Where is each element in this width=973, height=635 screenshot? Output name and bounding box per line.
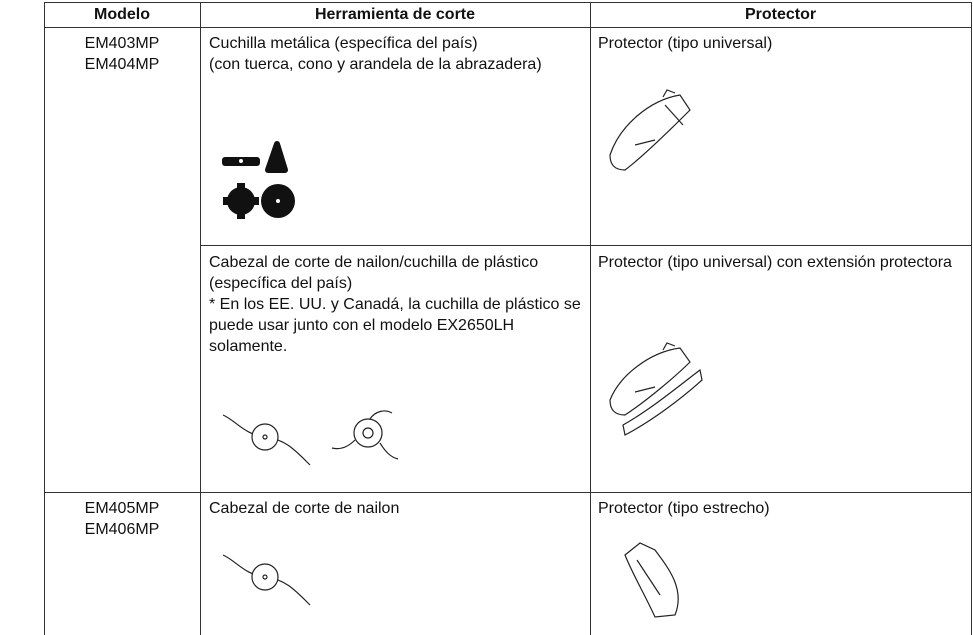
metal-blades-icon [222,141,295,219]
model-cell: EM405MP EM406MP [44,498,200,540]
rule [971,2,972,635]
model: EM405MP [84,500,160,517]
tool-text: Cabezal de corte de nailon/cuchilla de p… [209,254,539,292]
tool-text: * En los EE. UU. y Canadá, la cuchilla d… [209,296,581,355]
tool-text: Cuchilla metálica (específica del país) [209,35,478,52]
rule [44,2,45,635]
tool-cell: Cuchilla metálica (específica del país) … [209,33,583,75]
rule [200,2,201,635]
header: Protector [744,6,817,23]
tool-cell: Cabezal de corte de nailon [209,498,583,519]
rule [44,492,972,493]
tool-cell: Cabezal de corte de nailon/cuchilla de p… [209,252,583,357]
protector-extension-icon [609,342,703,436]
model-cell: EM403MP EM404MP [44,33,200,75]
narrow-protector-icon [624,542,679,618]
rule [44,27,972,28]
model: EM406MP [84,521,160,538]
rule [200,245,972,246]
protector-text: Protector (tipo universal) con extensión… [598,254,952,271]
tool-text: (con tuerca, cono y arandela de la abraz… [209,56,542,73]
protector-icon [609,89,691,171]
model: EM403MP [84,35,160,52]
protector-text: Protector (tipo universal) [598,35,773,52]
nylon-head-and-plastic-blade-icon [222,410,399,466]
model: EM404MP [84,56,160,73]
protector-text: Protector (tipo estrecho) [598,500,770,517]
header: Herramienta de corte [314,6,476,23]
header: Modelo [94,6,150,23]
nylon-head-icon [222,554,311,606]
tool-text: Cabezal de corte de nailon [209,500,400,517]
rule [590,2,591,635]
rule [44,2,972,3]
